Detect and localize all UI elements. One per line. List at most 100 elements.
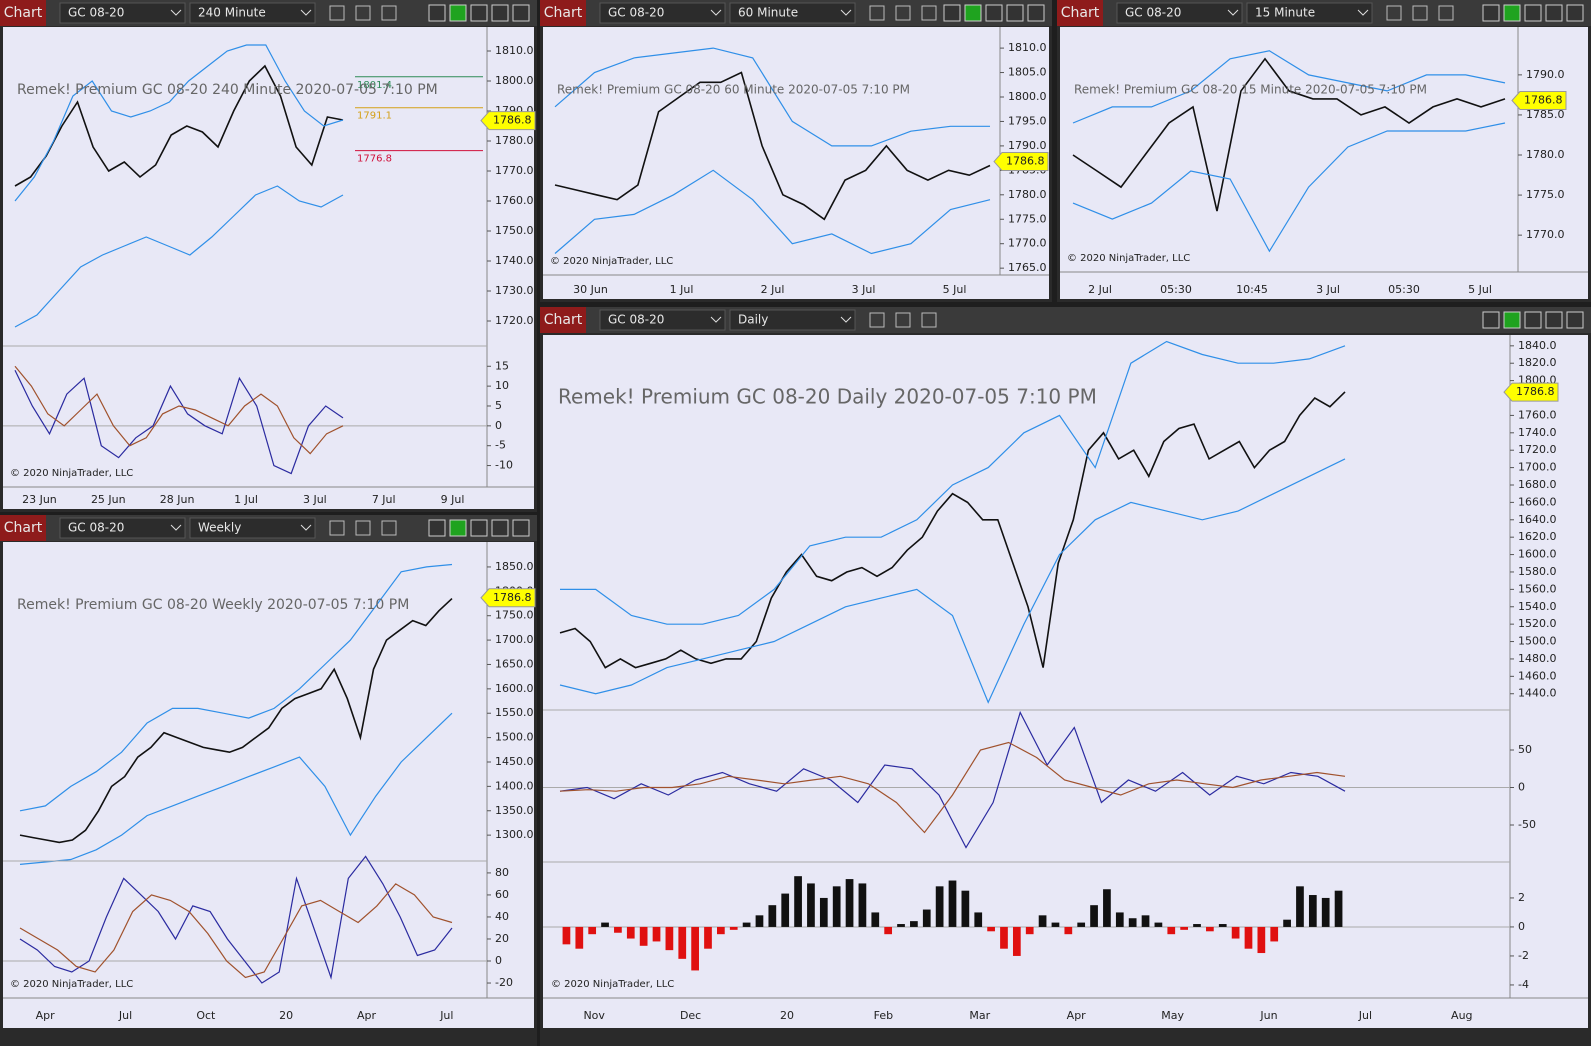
x-tick-label: 3 Jul: [1316, 283, 1340, 296]
price-marker: [1503, 382, 1559, 402]
oscillator-line: [19, 855, 453, 984]
instrument-select[interactable]: [59, 517, 186, 539]
window-button[interactable]: [1566, 311, 1584, 329]
window-button[interactable]: [449, 519, 467, 537]
chart-tab[interactable]: [1057, 0, 1103, 26]
window-button[interactable]: [491, 4, 509, 22]
instrument-select[interactable]: [599, 2, 726, 24]
y-tick-label: 1810.0: [1008, 41, 1047, 54]
price-marker-label: 1786.8: [1516, 385, 1555, 398]
histogram-bar: [1141, 915, 1150, 927]
chart-tab[interactable]: [540, 0, 586, 26]
histogram-bar: [562, 926, 571, 945]
interval-label: 240 Minute: [198, 6, 266, 20]
chart-tab[interactable]: [0, 515, 46, 541]
window-button[interactable]: [491, 519, 509, 537]
histogram-bar: [691, 926, 699, 971]
interval-select[interactable]: [1246, 2, 1373, 24]
instrument-select[interactable]: [1116, 2, 1243, 24]
tool-button[interactable]: [921, 312, 937, 328]
x-tick-label: 28 Jun: [160, 493, 195, 506]
y-tick-label: 1500.0: [495, 731, 534, 744]
tool-button[interactable]: [381, 5, 397, 21]
window-button[interactable]: [1027, 4, 1045, 22]
tool-button[interactable]: [1412, 5, 1428, 21]
price-line: [1072, 57, 1506, 212]
window-button[interactable]: [1482, 311, 1500, 329]
y-tick-label: -5: [495, 439, 506, 452]
window-button[interactable]: [985, 4, 1003, 22]
histogram-bar: [1308, 895, 1317, 927]
window-button[interactable]: [428, 519, 446, 537]
tool-button[interactable]: [921, 5, 937, 21]
y-tick-label: 1580.0: [1518, 565, 1557, 578]
window-button[interactable]: [1482, 4, 1500, 22]
y-tick-label: 0: [1518, 780, 1525, 793]
window-button[interactable]: [1524, 4, 1542, 22]
window-button[interactable]: [1545, 4, 1563, 22]
window-button[interactable]: [512, 4, 530, 22]
interval-select[interactable]: [729, 2, 856, 24]
y-tick-label: 1600.0: [1518, 548, 1557, 561]
interval-select[interactable]: [189, 2, 316, 24]
chart-area: [543, 335, 1588, 1028]
y-tick-label: 1765.0: [1008, 261, 1047, 274]
y-tick-label: 1760.0: [495, 194, 534, 207]
tool-button[interactable]: [355, 520, 371, 536]
window-button[interactable]: [449, 4, 467, 22]
window-button[interactable]: [1503, 311, 1521, 329]
tool-button[interactable]: [869, 5, 885, 21]
y-tick-label: 1620.0: [1518, 530, 1557, 543]
histogram-bar: [755, 915, 764, 927]
tool-button[interactable]: [1438, 5, 1454, 21]
window-button[interactable]: [470, 519, 488, 537]
chart-tab[interactable]: [540, 307, 586, 333]
chart-area: [3, 542, 534, 1028]
chart-window: Chart GC 08-20 60 Minute 1810.0 1805.0 1800.0…: [540, 0, 1052, 302]
y-tick-label: 1740.0: [495, 254, 534, 267]
histogram-bar: [935, 886, 944, 927]
tool-button[interactable]: [329, 520, 345, 536]
instrument-select[interactable]: [599, 309, 726, 331]
histogram-bar: [1321, 897, 1330, 927]
tool-button[interactable]: [329, 5, 345, 21]
interval-select[interactable]: [189, 517, 316, 539]
chart-tab[interactable]: [0, 0, 46, 26]
tool-button[interactable]: [1386, 5, 1402, 21]
interval-select[interactable]: [729, 309, 856, 331]
tool-button[interactable]: [895, 312, 911, 328]
band-line: [14, 185, 344, 328]
window-button[interactable]: [1566, 4, 1584, 22]
tool-button[interactable]: [895, 5, 911, 21]
window-button[interactable]: [428, 4, 446, 22]
window-button[interactable]: [512, 519, 530, 537]
band-line: [554, 169, 991, 255]
price-marker: [480, 111, 536, 131]
chart-window: Chart GC 08-20 240 Minute1810.01800.01790.…: [0, 0, 537, 512]
dropdown-arrow: [170, 9, 182, 16]
window-button[interactable]: [943, 4, 961, 22]
x-tick-label: Nov: [583, 1009, 605, 1022]
tool-button[interactable]: [381, 520, 397, 536]
x-tick-label: 1 Jul: [234, 493, 258, 506]
histogram-bar: [1012, 926, 1021, 956]
tool-button[interactable]: [869, 312, 885, 328]
x-tick-label: Aug: [1451, 1009, 1472, 1022]
histogram-bar: [1167, 926, 1176, 935]
window-button[interactable]: [1006, 4, 1024, 22]
x-tick-label: Jul: [439, 1009, 453, 1022]
x-tick-label: Apr: [1067, 1009, 1087, 1022]
tool-button[interactable]: [355, 5, 371, 21]
instrument-select[interactable]: [59, 2, 186, 24]
chart-title: Remek! Premium GC 08-20 15 Minute 2020-0…: [1074, 83, 1427, 97]
copyright: © 2020 NinjaTrader, LLC: [10, 468, 133, 479]
window-button[interactable]: [1503, 4, 1521, 22]
price-marker-label: 1786.8: [1006, 155, 1045, 168]
y-tick-label: 1520.0: [1518, 617, 1557, 630]
window-button[interactable]: [1524, 311, 1542, 329]
window-button[interactable]: [470, 4, 488, 22]
window-button[interactable]: [1545, 311, 1563, 329]
histogram-bar: [704, 926, 712, 949]
window-button[interactable]: [964, 4, 982, 22]
